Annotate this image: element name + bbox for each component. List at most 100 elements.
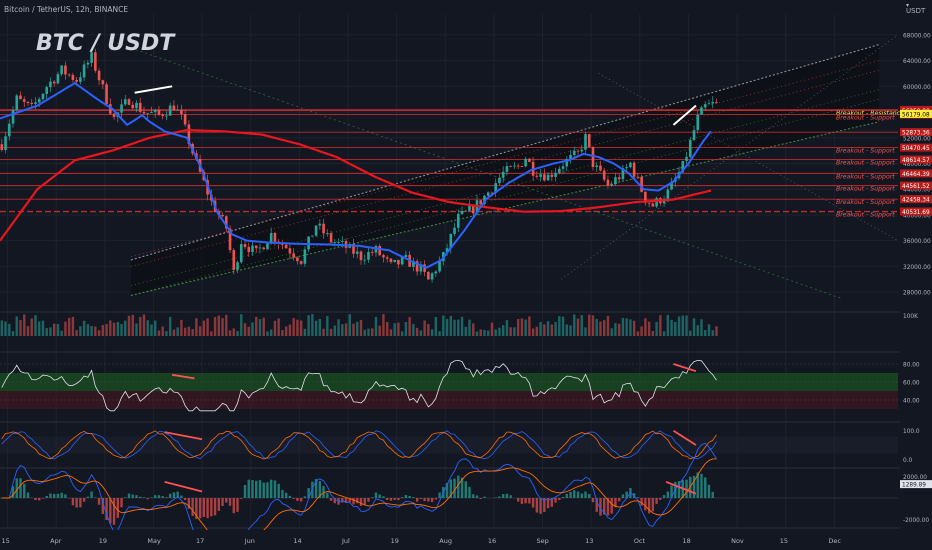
volume-bar xyxy=(621,318,625,336)
volume-bar xyxy=(255,316,258,336)
macd-histogram-bar xyxy=(569,491,572,498)
candle-body xyxy=(7,123,11,137)
volume-bar xyxy=(168,316,172,336)
macd-histogram-bar xyxy=(217,498,221,511)
candle-body xyxy=(243,244,247,247)
macd-histogram-bar xyxy=(60,492,63,498)
candle-body xyxy=(385,257,389,259)
macd-histogram-bar xyxy=(243,484,247,498)
volume-bar xyxy=(475,331,479,336)
macd-histogram-bar xyxy=(142,497,146,498)
volume-bar xyxy=(41,320,45,336)
macd-histogram-bar xyxy=(225,498,228,503)
volume-bar xyxy=(617,323,621,336)
volume-bar xyxy=(647,321,651,336)
rsi-tick-label: 80.00 xyxy=(903,363,920,369)
stoch-tick-label: 100.0 xyxy=(903,429,920,435)
macd-histogram-bar xyxy=(86,496,90,498)
time-tick-label: 14 xyxy=(293,537,301,545)
volume-bar xyxy=(704,330,707,336)
volume-bar xyxy=(681,315,684,336)
candle-body xyxy=(359,251,363,261)
volume-bar xyxy=(329,328,333,336)
time-tick-label: Oct xyxy=(634,537,646,545)
volume-bar xyxy=(183,327,187,336)
macd-histogram-bar xyxy=(168,493,172,498)
macd-histogram-bar xyxy=(617,498,621,502)
volume-bar xyxy=(266,331,269,336)
macd-histogram-bar xyxy=(236,498,239,512)
time-tick-label: 15 xyxy=(780,537,788,545)
volume-bar xyxy=(277,318,280,336)
candle-body xyxy=(269,233,273,244)
time-axis[interactable]: 15 Apr 19 May 17 Jun 14 Jul 19 Aug 16 Sep 13 Oct 18 Nov… xyxy=(0,530,932,550)
candle-body xyxy=(460,211,464,214)
volume-bar xyxy=(677,316,681,336)
volume-bar xyxy=(655,321,658,336)
volume-bar xyxy=(225,314,228,336)
volume-bar xyxy=(468,319,471,336)
macd-histogram-bar xyxy=(213,498,217,516)
macd-line xyxy=(1,442,717,550)
time-tick-label: May xyxy=(147,537,161,545)
macd-histogram-bar xyxy=(573,490,576,498)
last-price-label: 56179.08 xyxy=(902,112,930,118)
divergence-mark xyxy=(134,85,173,94)
macd-histogram-bar xyxy=(535,498,539,513)
candle-body xyxy=(434,271,438,274)
macd-histogram-bar xyxy=(97,498,101,505)
price-axis[interactable]: 68000.0064000.0060000.0056000.0052000.00… xyxy=(900,0,932,550)
macd-histogram-bar xyxy=(475,495,479,498)
volume-bar xyxy=(82,320,86,336)
volume-bar xyxy=(64,321,67,336)
candle-body xyxy=(258,247,262,249)
volume-bar xyxy=(273,320,277,336)
dropdown-arrow-icon[interactable]: ▾ xyxy=(906,2,909,9)
last-price-tag xyxy=(900,109,932,118)
macd-histogram-bar xyxy=(150,497,153,498)
volume-bar xyxy=(191,329,194,336)
candle-body xyxy=(254,245,258,249)
macd-histogram-bar xyxy=(356,498,359,504)
volume-bar xyxy=(389,329,393,336)
macd-histogram-bar xyxy=(400,497,404,498)
volume-bar xyxy=(217,315,221,336)
volume-bar xyxy=(430,329,434,336)
macd-histogram-bar xyxy=(64,494,67,498)
macd-histogram-bar xyxy=(284,492,288,498)
candle-body xyxy=(490,192,494,194)
volume-bar xyxy=(251,322,254,336)
candle-body xyxy=(247,246,251,253)
level-price-label: 40531.69 xyxy=(902,210,930,216)
level-price-tag xyxy=(900,181,932,190)
candle-body xyxy=(400,256,404,265)
stoch-band xyxy=(0,436,898,454)
candle-body xyxy=(251,245,254,253)
volume-bar xyxy=(56,323,60,336)
volume-bar xyxy=(490,322,494,336)
candle-body xyxy=(165,115,168,117)
macd-histogram-bar xyxy=(116,498,119,518)
volume-bar xyxy=(135,323,138,336)
volume-bar xyxy=(202,320,206,336)
macd-histogram-bar xyxy=(45,495,48,498)
macd-histogram-bar xyxy=(419,498,423,500)
volume-bar xyxy=(307,315,310,336)
candle-body xyxy=(498,177,501,184)
volume-bar xyxy=(371,328,374,336)
macd-histogram-bar xyxy=(374,492,378,498)
price-tick-label: 60000.00 xyxy=(903,85,931,91)
macd-histogram-bar xyxy=(195,498,198,519)
level-tag: Breakout - Support xyxy=(836,211,895,219)
candle-body xyxy=(703,104,707,108)
candle-body xyxy=(520,166,524,167)
candle-body xyxy=(419,264,423,272)
candle-body xyxy=(97,70,101,81)
price-tick-label: 44000.00 xyxy=(903,188,931,194)
volume-bar xyxy=(374,316,378,336)
volume-bar xyxy=(4,321,7,336)
time-tick-label: Dec xyxy=(828,537,841,545)
macd-histogram-bar xyxy=(52,494,56,498)
